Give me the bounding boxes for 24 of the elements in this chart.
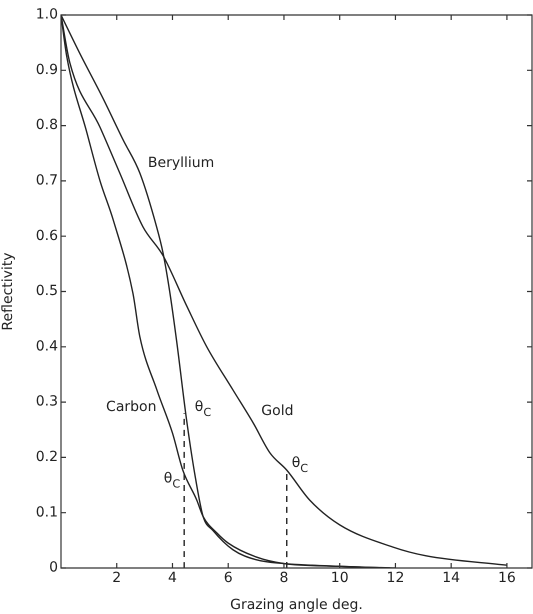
x-tick-label: 2 [112,570,122,586]
y-tick-label: 1.0 [36,6,58,23]
series-label: Gold [261,403,294,420]
y-tick-label: 0.9 [36,62,58,78]
series-label: Carbon [106,399,156,416]
x-tick-label: 4 [168,570,178,586]
y-tick-label: 0.8 [36,117,58,134]
y-tick-label: 0.1 [36,504,58,520]
y-axis-title: Reflectivity [0,252,16,331]
x-tick-label: 16 [498,570,516,586]
y-tick-label: 0.2 [36,449,58,466]
x-axis-title: Grazing angle deg. [230,597,363,614]
y-tick-label: 0 [49,560,58,576]
y-tick-label: 0.6 [36,228,58,244]
y-tick-label: 0.7 [36,172,58,189]
y-tick-label: 0.5 [36,283,58,300]
x-tick-label: 14 [442,570,460,586]
y-tick-label: 0.4 [36,338,58,354]
x-tick-label: 12 [386,570,404,586]
y-tick-label: 0.3 [36,394,58,410]
x-tick-label: 10 [330,570,349,586]
x-tick-label: 6 [224,570,233,586]
x-tick-label: 8 [280,570,288,586]
series-label: Beryllium [148,155,214,172]
